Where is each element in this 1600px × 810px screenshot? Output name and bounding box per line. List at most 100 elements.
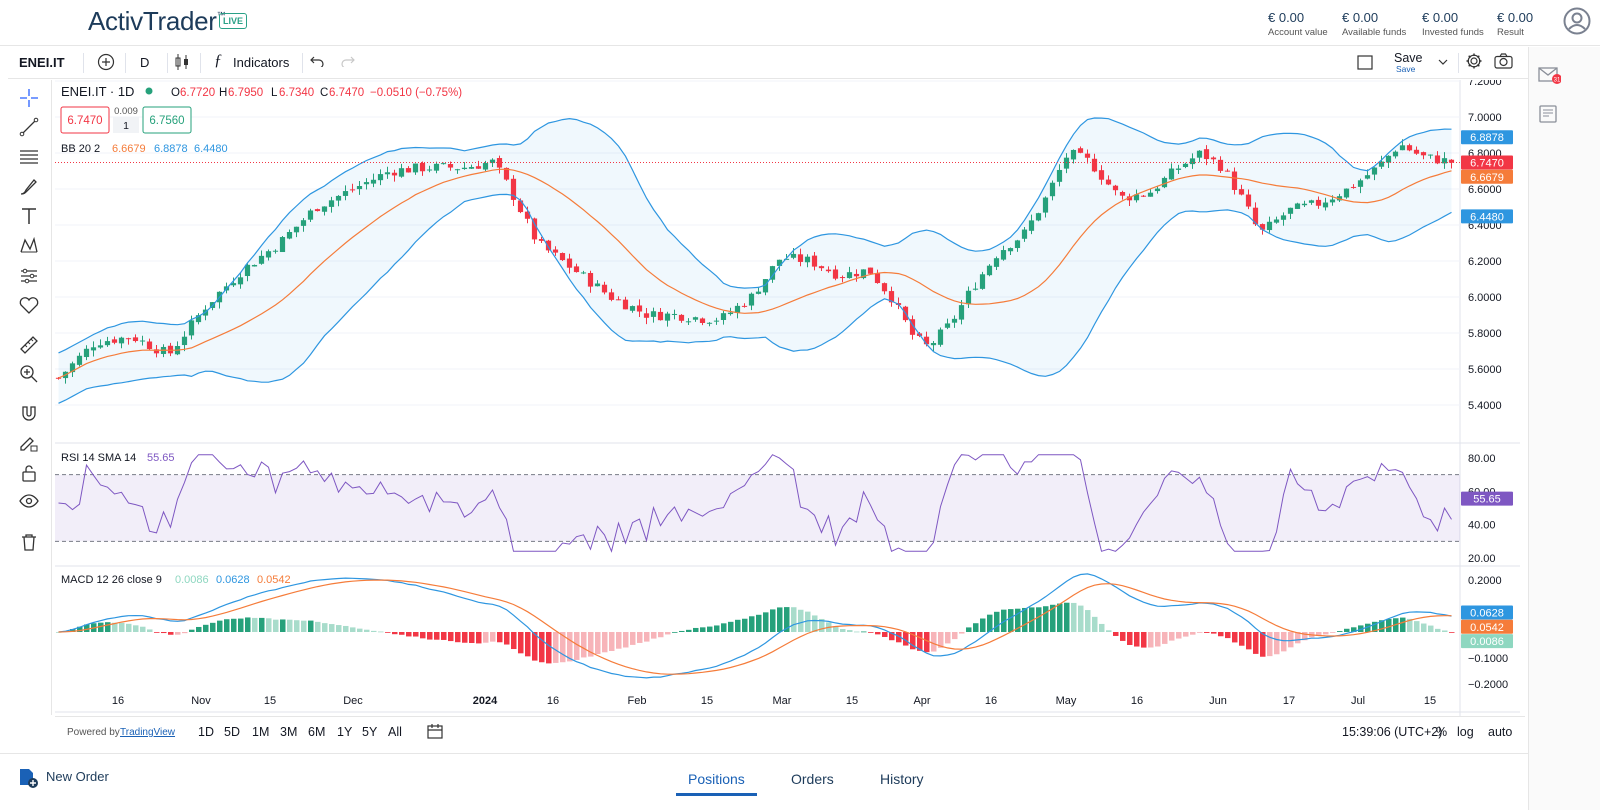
tab-orders[interactable]: Orders [791, 771, 834, 787]
save-button[interactable]: Save [1394, 51, 1423, 65]
bb-label[interactable]: BB 20 2 [61, 143, 100, 155]
macd-hist-bar [1015, 608, 1021, 632]
plus-circle-icon[interactable] [97, 53, 115, 71]
time-tick-label: May [1056, 695, 1077, 707]
candle [853, 269, 860, 282]
new-order-button[interactable]: New Order [46, 769, 109, 784]
candle-body [90, 347, 97, 351]
right-rail: 31 [1528, 47, 1600, 810]
range-5d[interactable]: 5D [224, 725, 240, 739]
candles-icon[interactable] [174, 52, 190, 72]
candle-body [1301, 203, 1308, 206]
new-order-icon[interactable] [18, 767, 40, 789]
rsi-label[interactable]: RSI 14 SMA 14 [61, 452, 136, 464]
macd-hist-bar [1043, 606, 1049, 632]
horizontal-lines-icon[interactable] [18, 146, 40, 168]
trend-line-icon[interactable] [18, 116, 40, 138]
candle [1091, 153, 1098, 173]
mail-icon[interactable]: 31 [1537, 65, 1561, 85]
candle-body [594, 283, 601, 287]
macd-hist-bar [371, 630, 377, 632]
log-toggle[interactable]: log [1457, 725, 1474, 739]
symbol-search[interactable]: ENEI.IT [19, 55, 65, 70]
zoom-icon[interactable] [18, 363, 40, 385]
brush-icon[interactable] [18, 176, 40, 198]
undo-icon[interactable] [310, 55, 324, 67]
pencil-lock-icon[interactable] [18, 432, 40, 454]
tab-history[interactable]: History [880, 771, 924, 787]
candle-body [1014, 240, 1021, 249]
candle-body [909, 319, 916, 335]
quantity-box[interactable] [113, 117, 139, 133]
chevron-down-icon[interactable] [1438, 58, 1448, 66]
macd-hist-bar [385, 632, 391, 633]
indicators-button[interactable]: Indicators [233, 55, 290, 70]
logo[interactable]: ActivTrader™ [88, 6, 226, 36]
eye-icon[interactable] [18, 490, 40, 512]
tradingview-link[interactable]: TradingView [120, 727, 176, 738]
candle-body [461, 167, 468, 170]
macd-label[interactable]: MACD 12 26 close 9 [61, 574, 162, 586]
square-icon[interactable] [1357, 55, 1373, 70]
trash-icon[interactable] [18, 531, 40, 553]
candle [1294, 202, 1301, 210]
price-chart[interactable]: 7.20007.00006.80006.60006.40006.20006.00… [55, 80, 1525, 716]
forecast-icon[interactable] [18, 265, 40, 287]
time-tick-label: Jun [1209, 695, 1227, 707]
candle-body [454, 169, 461, 171]
candle-body [237, 277, 244, 285]
ruler-icon[interactable] [18, 334, 40, 356]
percent-toggle[interactable]: % [1436, 725, 1448, 739]
range-1d[interactable]: 1D [198, 725, 214, 739]
range-5y[interactable]: 5Y [362, 725, 378, 739]
interval-button[interactable]: D [140, 55, 150, 70]
macd-hist-bar [1232, 632, 1238, 643]
macd-hist-bar [672, 631, 678, 633]
candle [1336, 193, 1343, 203]
heart-icon[interactable] [18, 294, 40, 316]
badge-macd-bg [1461, 605, 1513, 620]
candle-body [356, 186, 363, 190]
buy-button[interactable] [142, 106, 192, 134]
macd-hist-bar [1099, 623, 1105, 632]
macd-hist-bar [1386, 618, 1392, 632]
range-3m[interactable]: 3M [280, 725, 298, 739]
news-icon[interactable] [1538, 104, 1558, 124]
rsi-tick-label: 80.00 [1468, 453, 1496, 465]
pattern-icon[interactable] [18, 235, 40, 257]
candle [377, 169, 384, 186]
fx-icon[interactable]: ƒ [214, 52, 222, 69]
tab-positions[interactable]: Positions [676, 771, 757, 796]
candle-body [76, 355, 83, 365]
sell-button[interactable] [60, 106, 110, 134]
macd-hist-bar [1358, 625, 1364, 632]
redo-icon[interactable] [341, 55, 355, 67]
clock-readout[interactable]: 15:39:06 (UTC+2) [1342, 725, 1443, 739]
range-all[interactable]: All [388, 725, 402, 739]
candle [552, 246, 559, 256]
badge-macd: 0.0628 [1470, 608, 1504, 620]
legend-title[interactable]: ENEI.IT · 1D [61, 84, 134, 99]
range-1y[interactable]: 1Y [337, 725, 353, 739]
calendar-icon[interactable] [427, 724, 443, 739]
magnet-icon[interactable] [18, 403, 40, 425]
gear-icon[interactable] [1465, 52, 1483, 70]
candle-body [615, 299, 622, 301]
avatar-icon[interactable] [1563, 7, 1591, 35]
lock-icon[interactable] [18, 462, 40, 484]
crosshair-icon[interactable] [18, 87, 40, 109]
macd-hist-bar [518, 632, 524, 654]
candle-body [531, 218, 538, 240]
macd-hist-bar [1442, 630, 1448, 632]
candle-body [678, 314, 685, 321]
camera-icon[interactable] [1494, 53, 1513, 69]
range-6m[interactable]: 6M [308, 725, 326, 739]
range-1m[interactable]: 1M [252, 725, 270, 739]
auto-toggle[interactable]: auto [1488, 725, 1513, 739]
text-icon[interactable] [18, 205, 40, 227]
signal-line [58, 579, 1452, 675]
macd-hist-bar [147, 629, 153, 632]
time-tick-label: Feb [628, 695, 647, 707]
candle [839, 275, 846, 283]
candle [587, 270, 594, 293]
